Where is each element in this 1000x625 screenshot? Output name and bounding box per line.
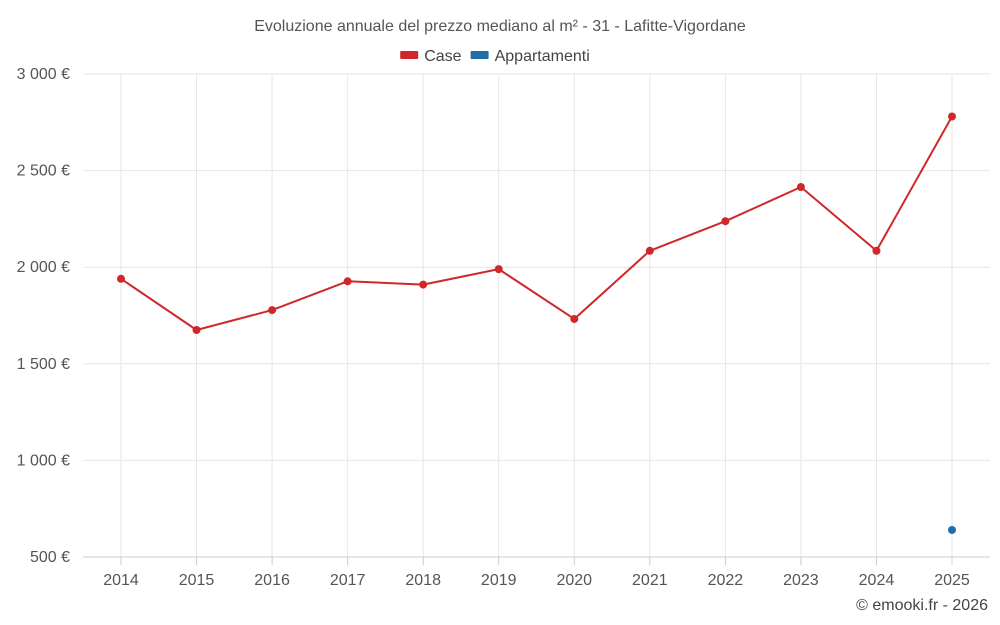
credit-text: © emooki.fr - 2026: [856, 597, 988, 614]
x-tick-label: 2022: [708, 572, 744, 589]
legend-swatch-appartamenti: [470, 51, 489, 59]
x-tick-label: 2019: [481, 572, 517, 589]
legend-label-appartamenti: Appartamenti: [495, 48, 590, 65]
y-tick-label: 500 €: [30, 549, 70, 566]
x-tick-label: 2021: [632, 572, 668, 589]
y-tick-label: 1 000 €: [17, 452, 70, 469]
data-point-case: [268, 306, 277, 315]
data-point-case: [796, 183, 805, 192]
y-tick-label: 2 500 €: [17, 163, 70, 180]
legend: Case Appartamenti: [400, 48, 590, 65]
data-point-case: [721, 217, 730, 226]
x-tick-label: 2017: [330, 572, 366, 589]
data-point-case: [494, 265, 503, 274]
data-point-case: [645, 246, 654, 255]
chart-title: Evoluzione annuale del prezzo mediano al…: [254, 18, 746, 35]
x-tick-label: 2025: [934, 572, 970, 589]
series-layer: [117, 112, 956, 534]
y-tick-label: 2 000 €: [17, 259, 70, 276]
legend-swatch-case: [400, 51, 419, 59]
x-tick-label: 2023: [783, 572, 819, 589]
x-tick-label: 2018: [405, 572, 441, 589]
x-tick-label: 2020: [556, 572, 592, 589]
legend-label-case: Case: [424, 48, 461, 65]
data-point-case: [343, 277, 352, 286]
series-line-case: [120, 116, 953, 331]
grid: [83, 73, 990, 557]
data-point-case: [117, 274, 125, 283]
y-tick-label: 1 500 €: [17, 356, 70, 373]
data-point-case: [419, 280, 428, 289]
x-tick-label: 2016: [254, 572, 290, 589]
data-point-appartamenti: [948, 525, 956, 534]
x-tick-label: 2024: [859, 572, 895, 589]
data-point-case: [570, 314, 579, 323]
x-tick-label: 2015: [179, 572, 215, 589]
y-tick-label: 3 000 €: [17, 66, 70, 83]
x-tick-label: 2014: [103, 572, 139, 589]
data-point-case: [948, 112, 956, 121]
axes: 500 € 1 000 € 1 500 € 2 000 € 2 500 € 3 000 €…: [17, 66, 990, 589]
data-point-case: [872, 246, 881, 255]
data-point-case: [192, 325, 201, 334]
